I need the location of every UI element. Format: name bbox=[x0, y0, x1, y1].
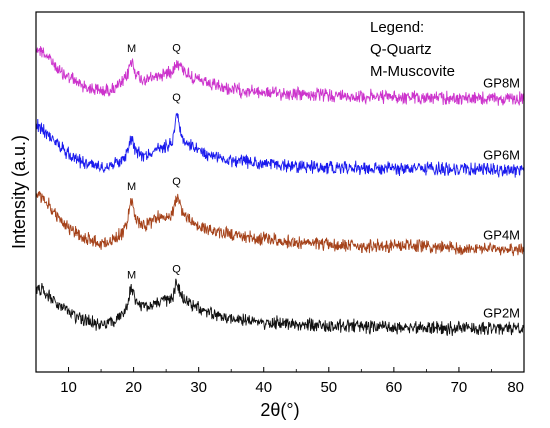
peak-label-q-gp4m: Q bbox=[172, 176, 181, 188]
peak-label-m-gp8m: M bbox=[127, 43, 136, 55]
series-line-gp4m bbox=[35, 191, 525, 257]
x-tick-label: 10 bbox=[60, 379, 77, 396]
legend-title: Legend: bbox=[370, 19, 424, 36]
series-line-gp2m bbox=[35, 278, 525, 336]
x-axis-ticks: 10 20 30 40 50 60 70 80 bbox=[60, 367, 525, 396]
y-axis-title: Intensity (a.u.) bbox=[9, 135, 29, 249]
legend-muscovite: M-Muscovite bbox=[370, 63, 455, 80]
x-axis-title: 2θ(°) bbox=[260, 400, 299, 420]
series-line-gp6m bbox=[35, 112, 525, 178]
plot-frame bbox=[35, 11, 525, 373]
x-tick-label: 60 bbox=[386, 379, 403, 396]
x-tick-label: 70 bbox=[451, 379, 468, 396]
peak-label-q-gp2m: Q bbox=[172, 263, 181, 275]
x-tick-label: 50 bbox=[320, 379, 337, 396]
peak-label-m-gp4m: M bbox=[127, 181, 136, 193]
legend-box: Legend: Q-Quartz M-Muscovite bbox=[370, 19, 455, 80]
x-tick-label: 20 bbox=[125, 379, 142, 396]
series-labels: GP8M GP6M GP4M GP2M bbox=[483, 75, 520, 320]
series-label-gp2m: GP2M bbox=[483, 305, 520, 320]
series-label-gp8m: GP8M bbox=[483, 75, 520, 90]
series-layer bbox=[35, 46, 525, 336]
peak-label-q-gp8m: Q bbox=[172, 43, 181, 55]
series-label-gp6m: GP6M bbox=[483, 147, 520, 162]
x-tick-label: 80 bbox=[507, 379, 524, 396]
x-tick-label: 30 bbox=[190, 379, 207, 396]
peak-label-q-gp6m: Q bbox=[172, 92, 181, 104]
series-label-gp4m: GP4M bbox=[483, 227, 520, 242]
legend-quartz: Q-Quartz bbox=[370, 41, 432, 58]
series-line-gp8m bbox=[35, 46, 525, 106]
peak-label-m-gp2m: M bbox=[127, 270, 136, 282]
x-tick-label: 40 bbox=[255, 379, 272, 396]
peak-annotations: M Q Q M Q M Q bbox=[127, 43, 181, 282]
